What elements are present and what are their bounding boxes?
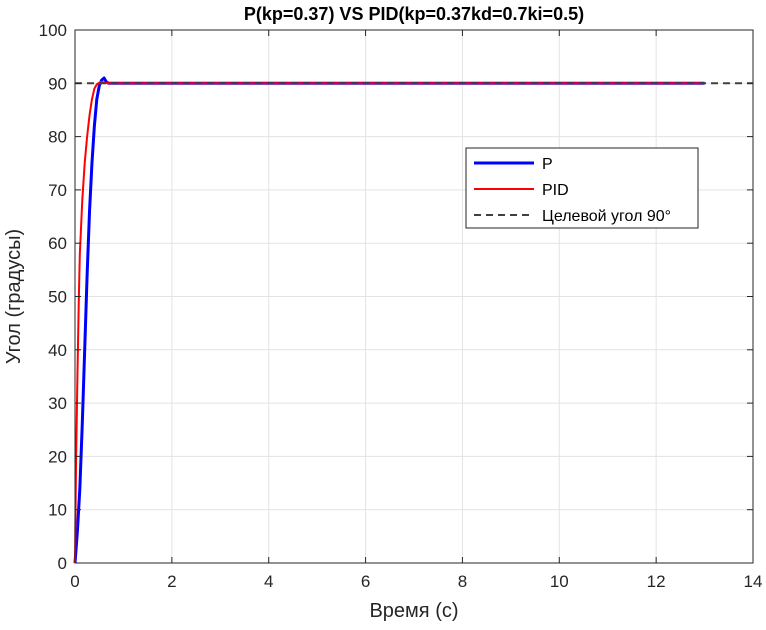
x-tick-label: 4 xyxy=(264,572,273,591)
y-tick-label: 80 xyxy=(48,128,67,147)
legend: P PID Целевой угол 90° xyxy=(465,147,699,229)
legend-label: PID xyxy=(542,182,569,199)
legend-label: Целевой угол 90° xyxy=(542,208,671,225)
y-tick-label: 30 xyxy=(48,394,67,413)
y-tick-label: 100 xyxy=(39,21,67,40)
ticks: 0 2 4 6 8 10 12 14 0 10 20 30 40 50 60 70 80 90 100 xyxy=(39,21,763,591)
x-tick-label: 6 xyxy=(361,572,370,591)
y-tick-label: 50 xyxy=(48,288,67,307)
y-tick-label: 60 xyxy=(48,234,67,253)
series-layer xyxy=(73,76,753,564)
x-axis-label: Время (с) xyxy=(369,600,458,622)
y-tick-label: 10 xyxy=(48,501,67,520)
legend-label: P xyxy=(542,156,553,173)
chart-title: P(kp=0.37) VS PID(kp=0.37kd=0.7ki=0.5) xyxy=(244,4,584,24)
x-tick-label: 2 xyxy=(167,572,176,591)
y-tick-label: 0 xyxy=(58,554,67,573)
y-tick-label: 90 xyxy=(48,74,67,93)
x-tick-label: 12 xyxy=(647,572,666,591)
y-axis-label: Угол (градусы) xyxy=(3,229,25,364)
y-tick-label: 20 xyxy=(48,447,67,466)
x-tick-label: 10 xyxy=(550,572,569,591)
y-tick-label: 70 xyxy=(48,181,67,200)
y-tick-label: 40 xyxy=(48,341,67,360)
x-tick-label: 8 xyxy=(458,572,467,591)
x-tick-label: 14 xyxy=(744,572,763,591)
x-tick-label: 0 xyxy=(70,572,79,591)
